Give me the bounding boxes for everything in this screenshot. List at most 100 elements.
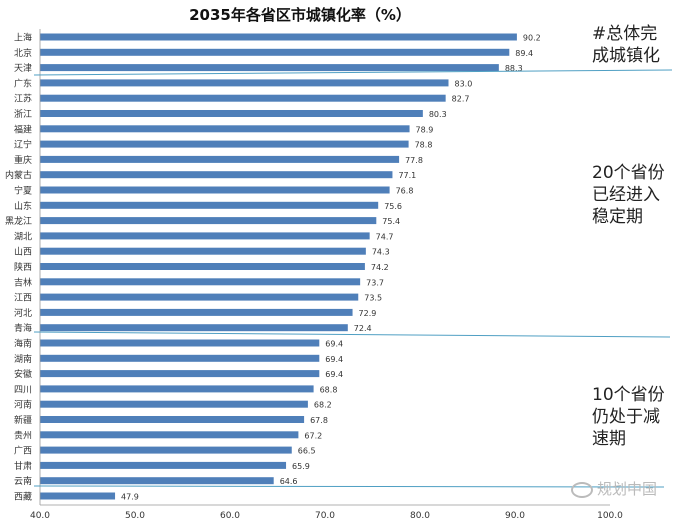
category-label: 山东 — [14, 200, 32, 212]
value-label: 77.8 — [405, 156, 423, 165]
value-label: 64.6 — [280, 477, 298, 486]
value-label: 68.2 — [314, 401, 332, 410]
value-label: 72.9 — [359, 309, 377, 318]
category-label: 江西 — [14, 293, 32, 304]
bar — [40, 263, 365, 270]
category-label: 新疆 — [14, 414, 32, 426]
bar — [40, 186, 390, 194]
category-label: 海南 — [14, 338, 32, 350]
value-label: 47.9 — [121, 493, 139, 502]
value-label: 76.8 — [396, 187, 414, 196]
category-label: 北京 — [14, 47, 32, 59]
bar — [40, 324, 348, 332]
value-label: 68.8 — [320, 385, 338, 394]
bar — [40, 370, 320, 378]
bar — [40, 94, 446, 102]
bar — [40, 461, 287, 469]
value-label: 90.2 — [523, 34, 541, 43]
value-label: 72.4 — [354, 324, 372, 333]
annotation-group-1: #总体完 成城镇化 — [592, 24, 660, 66]
value-label: 80.3 — [429, 110, 447, 119]
bar — [40, 385, 314, 393]
bar — [40, 155, 400, 163]
value-label: 78.9 — [416, 125, 434, 134]
bar — [40, 201, 379, 209]
value-label: 88.3 — [505, 64, 523, 73]
category-label: 湖南 — [14, 353, 32, 365]
x-axis: 40.0 50.0 60.0 70.0 80.0 90.0 100.0 — [30, 29, 623, 521]
value-label: 73.5 — [364, 294, 382, 303]
category-label: 河南 — [14, 399, 32, 411]
category-label: 贵州 — [14, 429, 32, 441]
category-label: 山西 — [14, 247, 32, 258]
category-label: 辽宁 — [14, 139, 32, 151]
value-label: 67.8 — [310, 416, 328, 425]
bar — [40, 416, 305, 423]
group-separator-line — [33, 69, 673, 76]
category-label: 上海 — [14, 32, 32, 44]
bar — [40, 125, 410, 133]
bar — [40, 247, 366, 255]
bar — [40, 79, 449, 87]
category-label: 江苏 — [14, 93, 32, 105]
bar — [40, 278, 361, 286]
bar — [40, 354, 320, 362]
value-label: 69.4 — [325, 355, 343, 364]
value-label: 66.5 — [298, 447, 316, 456]
watermark: 规划中国 — [570, 478, 657, 499]
category-label: 广西 — [14, 445, 32, 457]
category-label: 陕西 — [14, 261, 32, 273]
watermark-text: 规划中国 — [596, 480, 657, 498]
bar — [40, 217, 377, 225]
bar — [40, 492, 116, 500]
value-label: 74.2 — [371, 263, 389, 272]
value-label: 73.7 — [366, 278, 384, 287]
x-tick-label: 80.0 — [410, 511, 430, 521]
value-label: 74.7 — [376, 232, 394, 241]
value-label: 67.2 — [304, 431, 322, 440]
value-label: 83.0 — [455, 79, 473, 88]
bar — [40, 308, 353, 316]
x-tick-label: 60.0 — [220, 511, 240, 521]
watermark-icon — [570, 481, 593, 498]
bar — [40, 64, 499, 72]
category-label: 福建 — [14, 123, 32, 135]
category-label: 湖北 — [14, 231, 32, 242]
bar — [40, 171, 393, 179]
annotation-group-2: 20个省份 已经进入 稳定期 — [592, 163, 665, 227]
bars: 上海 90.2 北京 89.4 天津 88.3 广东 83.0 江苏 82.7 浙江 80.3 福建 78… — [5, 32, 541, 503]
value-label: 82.7 — [452, 95, 470, 104]
bar — [40, 477, 274, 485]
category-label: 重庆 — [14, 154, 32, 166]
bar — [40, 48, 510, 56]
value-label: 78.8 — [415, 141, 433, 150]
value-label: 89.4 — [515, 49, 533, 58]
bar — [40, 339, 320, 347]
x-tick-label: 50.0 — [125, 511, 145, 521]
value-label: 77.1 — [398, 171, 416, 180]
x-tick-label: 90.0 — [505, 511, 525, 521]
bar — [40, 110, 423, 117]
value-label: 65.9 — [292, 462, 310, 471]
category-label: 内蒙古 — [5, 169, 32, 181]
category-label: 吉林 — [14, 276, 32, 288]
bar — [40, 33, 517, 41]
group-separator-line — [33, 485, 665, 488]
category-label: 河北 — [14, 307, 32, 319]
x-tick-label: 70.0 — [315, 511, 335, 521]
value-label: 74.3 — [372, 248, 390, 257]
bar — [40, 400, 308, 408]
bar — [40, 431, 299, 439]
category-label: 安徽 — [14, 368, 32, 380]
category-label: 西藏 — [14, 491, 32, 503]
bar — [40, 140, 409, 148]
category-label: 青海 — [14, 322, 32, 334]
category-label: 浙江 — [14, 108, 32, 120]
category-label: 四川 — [14, 385, 32, 395]
value-label: 75.6 — [384, 202, 402, 211]
value-label: 69.4 — [325, 340, 343, 349]
category-label: 黑龙江 — [5, 215, 32, 227]
group-separator-line — [33, 331, 671, 338]
category-label: 甘肃 — [14, 460, 32, 472]
